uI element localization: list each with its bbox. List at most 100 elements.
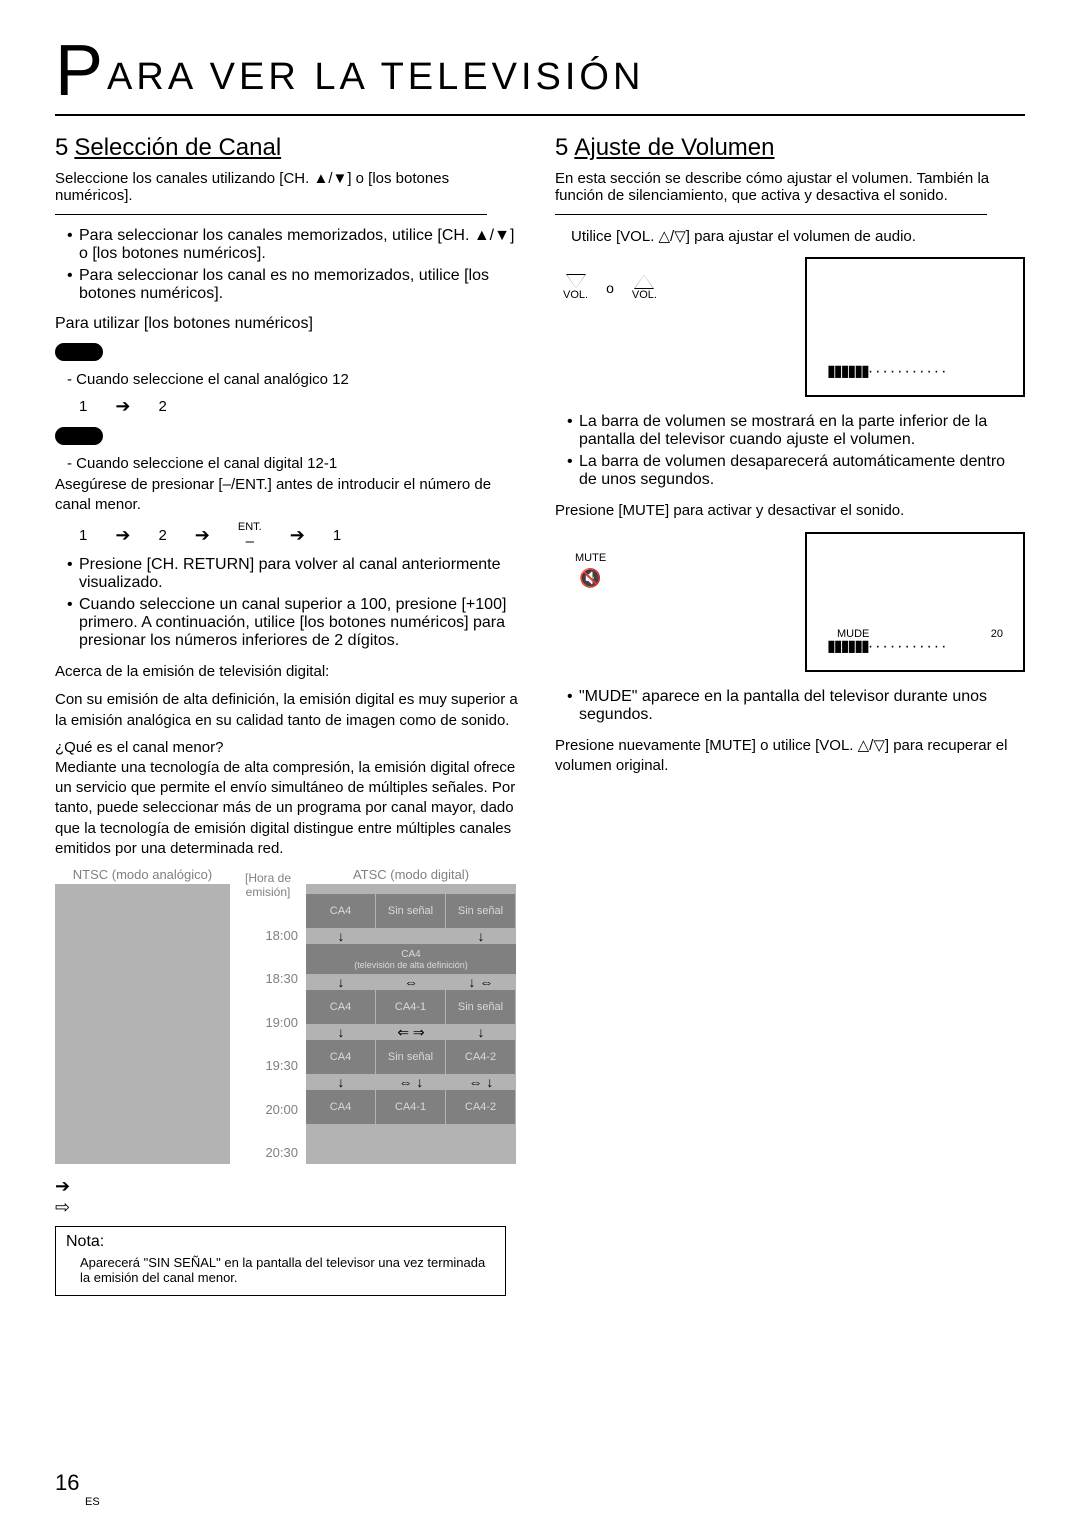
about-body: Con su emisión de alta definición, la em… — [55, 690, 525, 731]
mute-button[interactable]: MUTE 🔇 — [575, 552, 606, 589]
key-digit: 1 — [79, 398, 87, 415]
ent-label: ENT. — [238, 521, 262, 533]
time-label: 20:30 — [238, 1145, 298, 1160]
time-label: 19:00 — [238, 1015, 298, 1030]
left-section-name: Selección de Canal — [74, 134, 281, 161]
legend-arrows: ➔⇨ — [55, 1176, 525, 1218]
atsc-cell: CA4-2 — [446, 1040, 516, 1074]
mute-row: MUTE 🔇 MUDE 20 ▮▮▮▮▮▮··········· — [555, 532, 1025, 672]
left-bullets-2: Presione [CH. RETURN] para volver al can… — [55, 556, 525, 650]
arrow-right-icon — [115, 525, 130, 546]
digital-caption: - Cuando seleccione el canal digital 12-… — [55, 454, 525, 474]
or-label: o — [606, 280, 614, 296]
note-title: Nota: — [66, 1233, 495, 1251]
time-label: 18:30 — [238, 971, 298, 986]
pill-icon — [55, 427, 103, 445]
pill-icon — [55, 343, 103, 361]
triangle-up-icon — [635, 275, 653, 288]
list-item: La barra de volumen se mostrará en la pa… — [567, 413, 1025, 449]
right-section-name: Ajuste de Volumen — [574, 134, 774, 161]
left-column: 5Selección de Canal Seleccione los canal… — [55, 134, 525, 1296]
right-bullets-2: "MUDE" aparece en la pantalla del televi… — [555, 688, 1025, 724]
digital-note: Asegúrese de presionar [–/ENT.] antes de… — [55, 475, 525, 516]
note-box: Nota: Aparecerá "SIN SEÑAL" en la pantal… — [55, 1226, 506, 1296]
list-item: La barra de volumen desaparecerá automát… — [567, 453, 1025, 489]
atsc-hd-row: CA4 (televisión de alta definición) — [306, 944, 516, 974]
left-separator — [55, 214, 487, 215]
key-digit: 1 — [333, 527, 341, 544]
atsc-cell: CA4 — [306, 1040, 376, 1074]
time-column: [Hora de emisión] 18:00 18:30 19:00 19:3… — [238, 867, 298, 1164]
vol-label: VOL. — [563, 289, 588, 301]
note-body: Aparecerá "SIN SEÑAL" en la pantalla del… — [66, 1255, 495, 1285]
atsc-box: CA4 Sin señal Sin señal ↓↓ CA4 (televisi… — [306, 884, 516, 1164]
left-subtitle: Seleccione los canales utilizando [CH. ▲… — [55, 170, 525, 204]
mute-label: MUTE — [575, 552, 606, 564]
page-title: PARA VER LA TELEVISIÓN — [55, 30, 1025, 116]
triangle-down-icon — [567, 275, 585, 288]
ntsc-label: NTSC (modo analógico) — [55, 867, 230, 882]
right-section-num: 5 — [555, 134, 568, 161]
right-subtitle: En esta sección se describe cómo ajustar… — [555, 170, 1025, 204]
tv-screen-volume: ▮▮▮▮▮▮··········· — [805, 257, 1025, 397]
right-section-title: 5Ajuste de Volumen — [555, 134, 1025, 162]
list-item: "MUDE" aparece en la pantalla del televi… — [567, 688, 1025, 724]
about-head: Acerca de la emisión de televisión digit… — [55, 662, 525, 682]
arrow-right-icon — [290, 525, 305, 546]
numeric-head: Para utilizar [los botones numéricos] — [55, 315, 525, 333]
minor-body: Mediante una tecnología de alta compresi… — [55, 758, 525, 859]
vol-down-button[interactable]: VOL. — [563, 275, 588, 301]
time-label: 20:00 — [238, 1102, 298, 1117]
right-separator — [555, 214, 987, 215]
vol-up-button[interactable]: VOL. — [632, 275, 657, 301]
vol-label: VOL. — [632, 289, 657, 301]
atsc-cell: CA4 — [306, 990, 376, 1024]
schedule-diagram: NTSC (modo analógico) [Hora de emisión] … — [55, 867, 525, 1164]
atsc-cell: Sin señal — [376, 1040, 446, 1074]
keypress-digital: 1 2 ENT. – 1 — [55, 515, 525, 556]
time-label: 18:00 — [238, 928, 298, 943]
list-item: Para seleccionar los canales memorizados… — [67, 227, 525, 263]
list-item: Presione [CH. RETURN] para volver al can… — [67, 556, 525, 592]
list-item: Para seleccionar los canal es no memoriz… — [67, 267, 525, 303]
arrow-right-icon — [195, 525, 210, 546]
left-bullets-1: Para seleccionar los canales memorizados… — [55, 227, 525, 303]
minor-question: ¿Qué es el canal menor? — [55, 739, 525, 756]
vol-instruction: Utilice [VOL. △/▽] para ajustar el volum… — [555, 227, 1025, 247]
atsc-label: ATSC (modo digital) — [306, 867, 516, 882]
right-column: 5Ajuste de Volumen En esta sección se de… — [555, 134, 1025, 1296]
page-number: 16 — [55, 1470, 79, 1496]
volume-bar: ▮▮▮▮▮▮··········· — [827, 636, 1003, 656]
key-dash: – — [246, 533, 254, 550]
atsc-cell: CA4 — [306, 1090, 376, 1124]
atsc-cell: Sin señal — [446, 894, 516, 928]
hora-label: [Hora de emisión] — [238, 871, 298, 899]
atsc-cell: CA4-2 — [446, 1090, 516, 1124]
atsc-cell: CA4-1 — [376, 990, 446, 1024]
vol-buttons-row: VOL. o VOL. ▮▮▮▮▮▮··········· — [555, 257, 1025, 397]
content-columns: 5Selección de Canal Seleccione los canal… — [55, 134, 1025, 1296]
recover-text: Presione nuevamente [MUTE] o utilice [VO… — [555, 736, 1025, 777]
key-digit: 1 — [79, 527, 87, 544]
mute-icon: 🔇 — [579, 568, 601, 589]
time-label: 19:30 — [238, 1058, 298, 1073]
arrow-right-icon — [115, 396, 130, 417]
analog-caption: - Cuando seleccione el canal analógico 1… — [55, 370, 525, 390]
key-digit: 2 — [158, 527, 166, 544]
mute-instruction: Presione [MUTE] para activar y desactiva… — [555, 501, 1025, 521]
title-rest: ARA VER LA TELEVISIÓN — [107, 56, 644, 98]
tv-screen-mute: MUDE 20 ▮▮▮▮▮▮··········· — [805, 532, 1025, 672]
left-section-num: 5 — [55, 134, 68, 161]
title-letter-p: P — [55, 31, 107, 111]
atsc-cell: Sin señal — [376, 894, 446, 928]
key-digit: 2 — [158, 398, 166, 415]
atsc-cell: CA4 — [306, 894, 376, 928]
right-bullets-1: La barra de volumen se mostrará en la pa… — [555, 413, 1025, 489]
page-lang: ES — [85, 1496, 100, 1508]
volume-bar: ▮▮▮▮▮▮··········· — [827, 361, 1003, 381]
atsc-cell: Sin señal — [446, 990, 516, 1024]
ntsc-box — [55, 884, 230, 1164]
keypress-analog: 1 2 — [55, 390, 525, 423]
atsc-cell: CA4-1 — [376, 1090, 446, 1124]
list-item: Cuando seleccione un canal superior a 10… — [67, 596, 525, 650]
